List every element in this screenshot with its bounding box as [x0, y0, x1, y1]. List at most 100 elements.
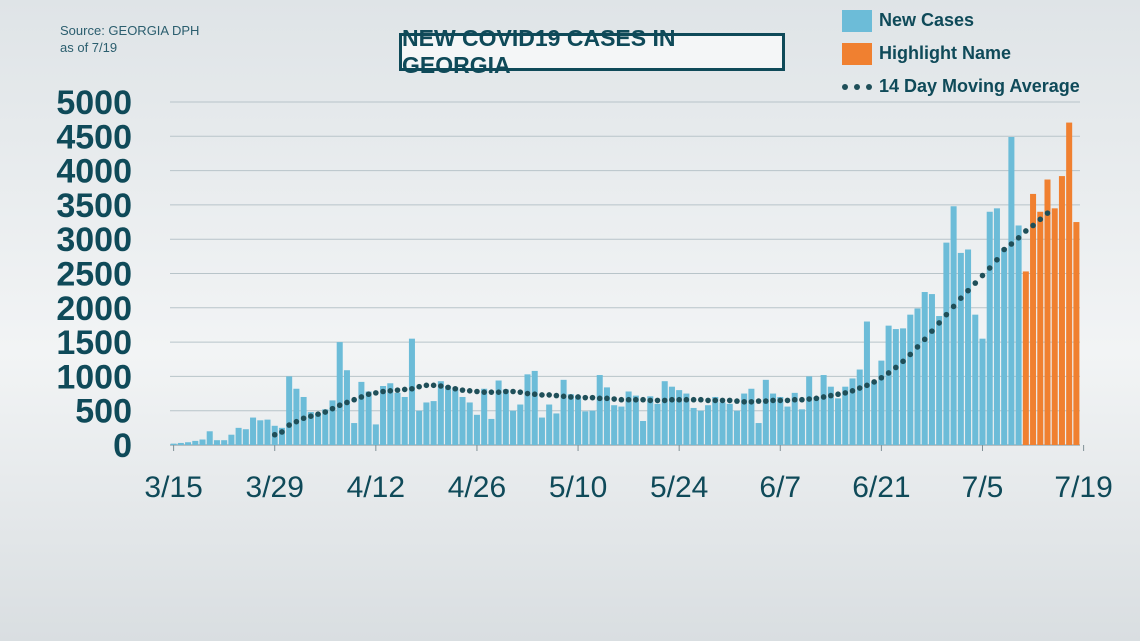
new-cases-bar — [473, 414, 480, 445]
moving-average-point — [900, 358, 906, 365]
new-cases-bar — [567, 394, 574, 445]
moving-average-point — [1023, 228, 1029, 234]
new-cases-bar — [524, 374, 531, 445]
new-cases-bar — [351, 423, 358, 445]
moving-average-point — [828, 392, 834, 399]
moving-average-point — [430, 382, 437, 389]
legend-item-moving-average: 14 Day Moving Average — [842, 70, 1080, 103]
new-cases-bar — [957, 252, 964, 445]
moving-average-point — [380, 388, 386, 395]
moving-average-point — [748, 398, 755, 405]
moving-average-point — [726, 397, 733, 404]
new-cases-bar — [293, 388, 300, 445]
grid-lines — [170, 101, 1080, 446]
moving-average-point — [589, 394, 596, 401]
moving-average-point — [1001, 246, 1007, 253]
new-cases-bar — [213, 440, 220, 445]
x-tick-label: 5/10 — [549, 471, 607, 504]
new-cases-bar — [1015, 225, 1022, 445]
new-cases-bar — [401, 396, 408, 445]
legend-item-new-cases: New Cases — [842, 4, 1080, 37]
new-cases-bar — [690, 407, 697, 445]
moving-average-point — [763, 398, 769, 404]
new-cases-bar — [820, 375, 827, 445]
moving-average-point — [842, 390, 849, 396]
new-cases-bar — [560, 379, 567, 445]
moving-average-point — [271, 431, 278, 438]
new-cases-bar — [791, 392, 798, 445]
moving-average-point — [719, 397, 726, 404]
highlight-bar — [1066, 122, 1073, 445]
new-cases-bar — [914, 308, 921, 445]
moving-average-point — [676, 396, 682, 403]
new-cases-bar — [603, 387, 610, 445]
moving-average-point — [777, 397, 784, 404]
moving-average-point — [921, 336, 928, 343]
moving-average-point — [286, 422, 292, 428]
moving-average-point — [979, 272, 986, 279]
moving-average-point — [531, 391, 538, 398]
source-line: Source: GEORGIA DPH — [60, 23, 200, 38]
moving-average-point — [965, 287, 971, 294]
moving-average-point — [849, 388, 856, 394]
new-cases-bar — [264, 419, 271, 445]
new-cases-bar — [228, 434, 235, 445]
x-tick-label: 7/19 — [1054, 471, 1112, 504]
new-cases-bar — [235, 427, 242, 445]
new-cases-bar — [575, 395, 582, 445]
new-cases-bar — [582, 411, 589, 445]
new-cases-bar — [257, 420, 264, 445]
new-cases-swatch — [842, 9, 872, 32]
x-tick-label: 4/12 — [347, 471, 405, 504]
moving-average-point — [950, 303, 957, 310]
new-cases-bar — [358, 381, 365, 445]
moving-average-point — [813, 395, 820, 402]
moving-average-point — [351, 396, 357, 403]
new-cases-bar — [315, 413, 322, 445]
new-cases-bar — [343, 370, 350, 445]
moving-average-point — [1015, 235, 1022, 241]
new-cases-bar — [806, 376, 813, 445]
moving-average-point — [784, 397, 791, 404]
legend-label-highlight: Highlight Name — [879, 43, 1012, 63]
moving-average-point — [914, 344, 921, 350]
moving-average-point — [943, 311, 950, 318]
new-cases-bar — [979, 338, 986, 445]
moving-average-point — [474, 388, 480, 395]
highlight-bar — [1022, 271, 1029, 445]
new-cases-bar — [185, 442, 192, 445]
moving-average-point — [705, 397, 711, 404]
new-cases-bar — [640, 420, 647, 445]
new-cases-bar — [430, 401, 437, 445]
new-cases-bar — [502, 389, 509, 445]
new-cases-bar — [798, 409, 805, 445]
y-tick-label: 0 — [113, 427, 132, 465]
new-cases-bar — [647, 396, 654, 445]
moving-average-point — [864, 382, 870, 389]
source-note: Source: GEORGIA DPH as of 7/19 — [60, 22, 199, 56]
y-tick-label: 4000 — [56, 153, 132, 191]
new-cases-bar — [748, 388, 755, 445]
moving-average-point — [423, 382, 430, 389]
x-tick-label: 6/21 — [852, 471, 910, 504]
moving-average-point — [394, 387, 401, 393]
new-cases-bar — [972, 314, 979, 445]
moving-average-point — [907, 351, 914, 358]
moving-average-point — [416, 383, 422, 390]
moving-average-point — [466, 388, 473, 394]
moving-average-point — [517, 389, 524, 395]
highlight-bar — [1030, 193, 1037, 445]
moving-average-point — [300, 415, 307, 422]
new-cases-bar — [423, 402, 430, 445]
new-cases-bar — [784, 406, 791, 445]
moving-average-point — [293, 418, 300, 425]
highlight-bar — [1058, 176, 1065, 445]
y-tick-label: 1500 — [56, 324, 132, 362]
moving-average-point — [568, 394, 574, 400]
moving-average-point — [604, 395, 610, 402]
x-axis-ticks: 3/15 3/29 4/12 4/26 5/10 5/24 6/7 6/21 7/5 7/19 — [144, 445, 1113, 504]
moving-average-point — [459, 387, 466, 393]
y-tick-label: 5000 — [56, 84, 132, 122]
x-tick-label: 3/29 — [246, 471, 304, 504]
